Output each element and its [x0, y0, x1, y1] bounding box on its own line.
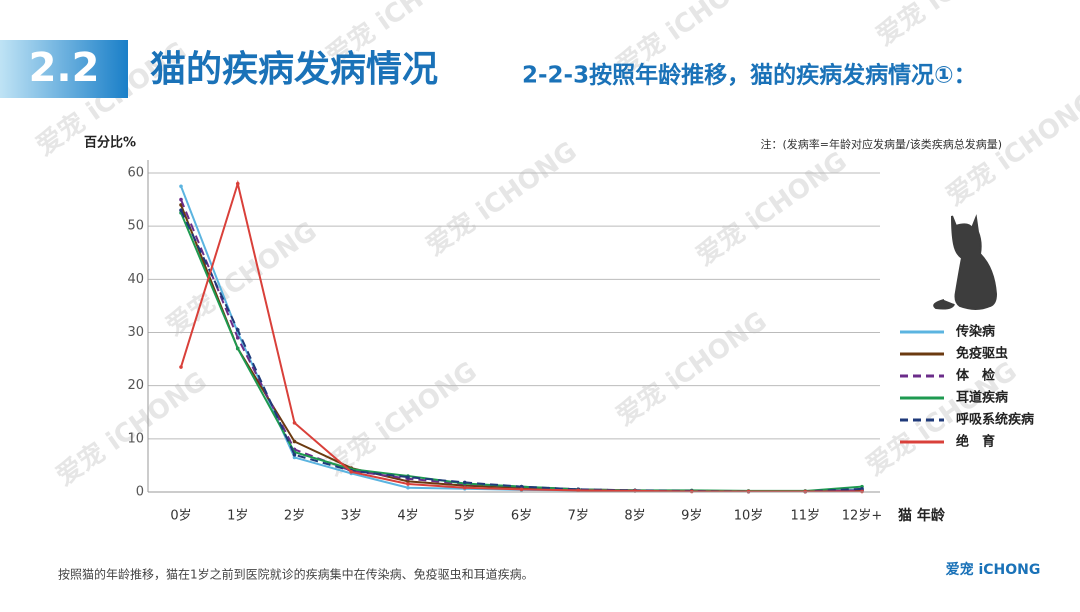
watermark: 爱宠 iCHONG — [691, 146, 853, 272]
data-point — [292, 452, 297, 457]
data-point — [406, 482, 410, 486]
x-tick-label: 5岁 — [454, 509, 475, 524]
legend-label: 绝 育 — [956, 434, 995, 450]
watermark: 爱宠 iCHONG — [871, 0, 1033, 52]
x-tick-label: 7岁 — [568, 509, 589, 524]
data-point — [462, 485, 467, 490]
legend-label: 呼吸系统疾病 — [956, 412, 1034, 428]
data-point — [292, 455, 297, 460]
x-tick-label: 6岁 — [511, 509, 532, 524]
legend-label: 免疫驱虫 — [956, 346, 1008, 362]
x-tick-label: 4岁 — [397, 509, 418, 524]
x-tick-label: 0岁 — [170, 509, 191, 524]
section-number: 2.2 — [29, 45, 100, 91]
footer-caption: 按照猫的年龄推移，猫在1岁之前到医院就诊的疾病集中在传染病、免疫驱虫和耳道疾病。 — [58, 567, 534, 582]
data-point — [462, 480, 467, 485]
data-point — [803, 489, 808, 494]
y-tick-label: 0 — [136, 485, 144, 500]
data-point — [519, 487, 524, 492]
data-point — [292, 421, 297, 425]
y-tick-label: 30 — [127, 325, 144, 340]
data-point — [235, 336, 240, 340]
data-point — [406, 479, 410, 484]
x-tick-label: 3岁 — [341, 509, 362, 524]
data-point — [179, 208, 183, 213]
data-point — [519, 484, 524, 489]
x-tick-label: 1岁 — [227, 509, 248, 524]
data-point — [235, 181, 240, 186]
x-tick-label: 8岁 — [624, 509, 645, 524]
data-point — [406, 485, 410, 490]
header-badge — [0, 40, 128, 98]
watermark: 爱宠 iCHONG — [161, 216, 323, 342]
chart-note: 注：(发病率=年龄对应发病量/该类疾病总发病量) — [760, 137, 1002, 151]
y-tick-label: 20 — [127, 378, 144, 393]
legend-label: 传染病 — [955, 324, 995, 340]
data-point — [179, 365, 183, 369]
y-tick-label: 40 — [127, 272, 144, 287]
y-tick-label: 10 — [127, 431, 144, 446]
data-point — [860, 489, 864, 494]
slide-title: 猫的疾病发病情况 — [150, 49, 438, 90]
data-point — [292, 439, 297, 444]
data-point — [179, 197, 183, 202]
x-tick-label: 9岁 — [681, 509, 702, 524]
x-tick-label: 10岁 — [734, 509, 764, 524]
legend-label: 耳道疾病 — [956, 390, 1008, 406]
y-tick-label: 50 — [127, 219, 144, 234]
y-tick-label: 60 — [127, 166, 144, 181]
watermark: 爱宠 iCHONG — [321, 356, 483, 482]
data-point — [860, 487, 864, 491]
x-tick-label: 11岁 — [790, 509, 820, 524]
data-point — [746, 489, 751, 494]
data-point — [406, 475, 410, 479]
cat-icon — [933, 214, 998, 310]
x-axis-label: 猫 年龄 — [898, 507, 946, 524]
x-tick-label: 12岁+ — [842, 509, 882, 524]
legend-label: 体 检 — [956, 368, 995, 384]
data-point — [576, 488, 581, 493]
y-axis-label: 百分比% — [84, 135, 136, 151]
x-tick-label: 2岁 — [284, 509, 305, 524]
data-point — [235, 328, 240, 332]
data-point — [689, 489, 694, 494]
data-point — [235, 346, 240, 351]
footer-logo: 爱宠 iCHONG — [946, 561, 1041, 578]
watermark: 爱宠 iCHONG — [421, 136, 583, 262]
slide-subtitle: 2-2-3按照年龄推移，猫的疾病发病情况①： — [522, 62, 977, 89]
data-point — [179, 184, 183, 189]
watermark: 爱宠 iCHONG — [611, 306, 773, 432]
data-point — [349, 469, 354, 474]
